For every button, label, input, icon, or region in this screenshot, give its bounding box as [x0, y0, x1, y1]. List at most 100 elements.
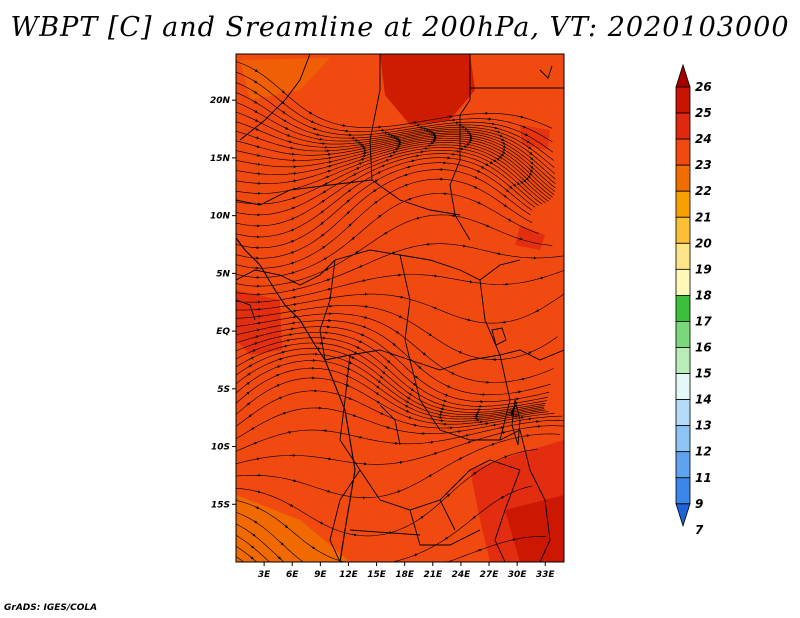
streamline-arrow — [252, 80, 258, 84]
streamline-arrow — [354, 251, 359, 255]
streamline-arrow — [471, 516, 476, 520]
colorbar-swatch — [675, 451, 691, 479]
streamline-arrow — [321, 245, 326, 250]
lon-tick-label: 15E — [367, 570, 387, 580]
streamline-arrow — [486, 588, 490, 589]
streamline-arrow — [324, 278, 331, 282]
streamline-arrow — [396, 143, 402, 147]
streamline-arrow — [526, 174, 531, 179]
streamline-arrow — [414, 590, 418, 591]
streamline-arrow — [361, 151, 367, 155]
streamline-arrow — [504, 188, 510, 193]
streamline-arrow — [346, 396, 352, 400]
colorbar-swatch — [675, 321, 691, 348]
streamline-arrow — [411, 423, 418, 427]
streamline — [236, 347, 545, 415]
streamline-arrow — [494, 605, 498, 607]
streamline — [236, 178, 533, 269]
streamline-arrow — [326, 160, 333, 164]
streamline — [236, 169, 531, 259]
streamline — [236, 144, 549, 202]
streamline-arrow — [508, 412, 515, 416]
streamline-arrow — [513, 397, 520, 401]
streamline — [236, 243, 564, 295]
streamline-arrow — [381, 370, 386, 375]
streamline-arrow — [414, 123, 421, 127]
streamline-arrow — [360, 154, 367, 158]
colorbar-swatch — [675, 399, 691, 427]
streamline-arrow — [355, 345, 361, 349]
streamline-arrow — [290, 315, 297, 319]
streamline-arrow — [477, 420, 484, 424]
streamline-arrow — [361, 325, 367, 329]
streamline-arrow — [288, 327, 295, 331]
latitude-axis: 20N 15N 10N 5N EQ 5S 10S 15S — [210, 96, 236, 510]
streamline-arrow — [499, 138, 505, 141]
streamline-arrow — [502, 455, 508, 459]
streamline-arrow — [409, 387, 415, 392]
lake — [511, 399, 521, 446]
streamline-arrow — [445, 384, 451, 388]
streamline-arrow — [307, 111, 313, 115]
colorbar-bottom-triangle — [675, 503, 691, 528]
streamline-arrow — [252, 100, 258, 104]
streamline-arrow — [406, 396, 411, 400]
streamline-arrow — [254, 457, 261, 461]
streamline-arrow — [497, 155, 503, 159]
streamline-arrow — [489, 443, 496, 447]
streamline-arrow — [440, 403, 446, 407]
streamline-arrow — [254, 136, 260, 140]
streamline-arrow — [278, 587, 281, 589]
streamline-arrow — [250, 544, 255, 549]
streamline-arrow — [398, 295, 404, 299]
streamline-arrow — [517, 237, 523, 241]
streamline-arrow — [309, 120, 315, 123]
streamline-arrow — [384, 425, 391, 429]
colorbar-label: 9 — [695, 497, 703, 511]
streamline-arrow — [383, 365, 388, 370]
coastline — [236, 237, 356, 562]
streamline-arrow — [396, 141, 402, 145]
streamline-arrow — [388, 134, 395, 138]
streamline-arrow — [325, 169, 331, 173]
streamline-arrow — [279, 594, 283, 596]
streamline-arrow — [450, 214, 456, 218]
colorbar-label: 16 — [695, 341, 712, 355]
streamline-arrow — [394, 330, 400, 334]
lon-tick-label: 9E — [314, 570, 327, 580]
colorbar-label: 22 — [695, 184, 712, 198]
streamline-arrow — [290, 206, 296, 210]
streamline-arrow — [290, 321, 296, 325]
streamline-arrow — [457, 350, 463, 354]
streamline-arrow — [407, 392, 413, 396]
streamline-arrow — [289, 261, 295, 265]
streamline-arrow — [439, 407, 445, 411]
streamline-arrow — [289, 240, 295, 243]
streamline-arrow — [251, 533, 256, 537]
streamline-arrow — [521, 125, 527, 129]
streamline-arrow — [250, 576, 253, 578]
streamline-arrow — [357, 340, 363, 343]
streamline-arrow — [252, 441, 258, 445]
streamline-arrow — [281, 110, 286, 114]
streamline-arrow — [276, 568, 279, 570]
colorbar-swatch — [675, 347, 691, 374]
streamline-arrow — [310, 600, 314, 601]
streamline-arrow — [373, 201, 378, 205]
streamline-arrow — [291, 479, 297, 483]
streamline-arrow — [357, 265, 363, 269]
streamline-arrow — [406, 197, 412, 201]
streamline-arrow — [382, 131, 388, 135]
streamline-arrow — [526, 417, 532, 421]
streamline-arrow — [318, 521, 324, 525]
streamline-arrow — [254, 145, 261, 148]
streamline-arrow — [411, 121, 418, 125]
streamline-arrow — [489, 122, 495, 126]
streamline-arrow — [402, 173, 409, 177]
streamline-arrow — [290, 288, 297, 292]
streamline-arrow — [388, 601, 392, 602]
streamline-arrow — [395, 490, 401, 494]
streamline-arrow — [484, 224, 490, 228]
colorbar-label: 15 — [695, 367, 712, 381]
streamline-arrow — [432, 306, 438, 310]
